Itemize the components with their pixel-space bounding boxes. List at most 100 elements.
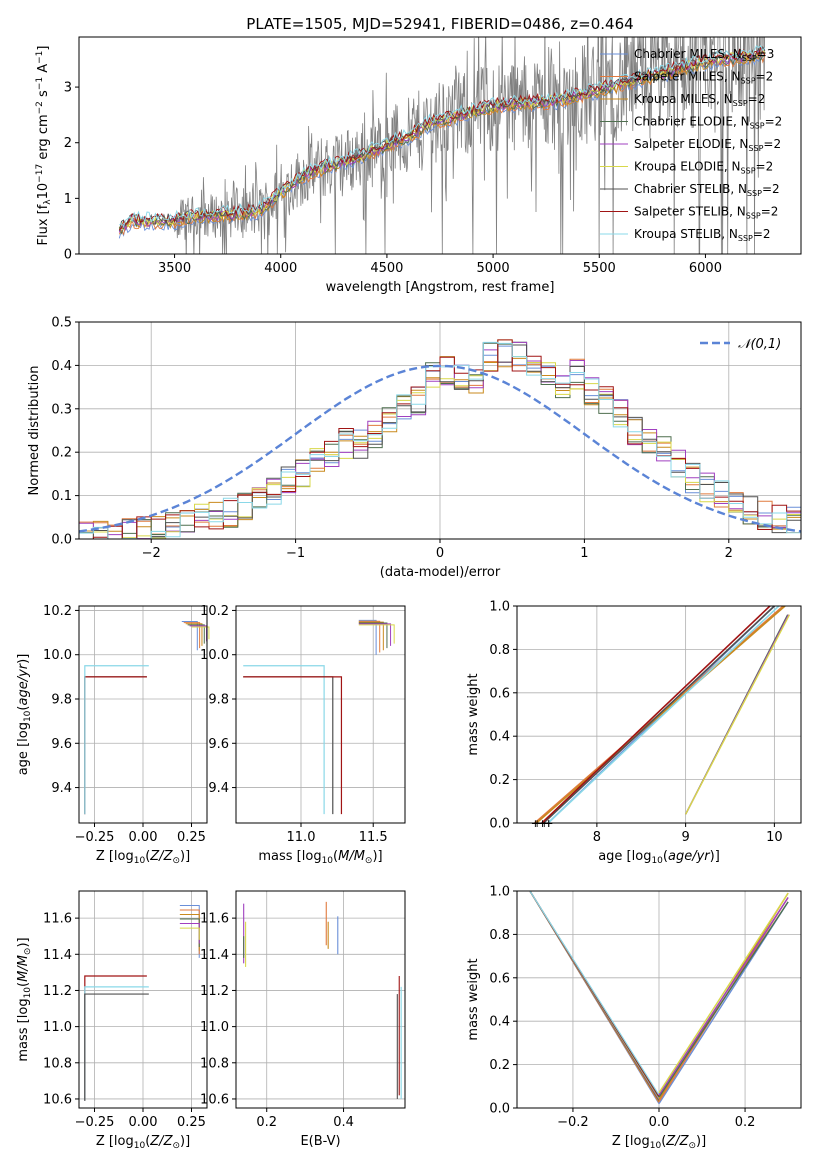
x-tick-label: −0.2 [557, 1115, 589, 1130]
axes-frame [235, 605, 406, 824]
model-line [119, 45, 766, 228]
x-axis-label: mass [log10(M/M⊙)] [258, 849, 382, 866]
grid-layer [79, 321, 801, 1109]
error-bar [185, 623, 203, 646]
x-tick-label: 5500 [583, 261, 616, 276]
x-tick-label: 10 [766, 830, 783, 845]
y-tick-label: 3 [64, 81, 72, 96]
model-line [119, 45, 766, 231]
x-tick-label: 9 [681, 830, 689, 845]
legend-label: Salpeter MILES, NSSP=2 [634, 70, 773, 86]
y-tick-label: 9.8 [51, 693, 72, 708]
y-tick-label: 0 [64, 248, 72, 263]
legend-label: Kroupa ELODIE, NSSP=2 [634, 160, 773, 176]
x-axis-label: age [log10(age/yr)] [598, 849, 720, 866]
y-tick-label: 0.0 [51, 533, 72, 548]
error-bar [187, 624, 205, 644]
x-tick-label: −2 [142, 546, 161, 561]
y-tick-label: 0.4 [489, 1015, 510, 1030]
axes-frame [78, 36, 802, 255]
y-tick-label: 0.2 [51, 446, 72, 461]
error-bar [179, 914, 200, 951]
error-bar [243, 676, 343, 815]
x-tick-label: 0.4 [333, 1115, 354, 1130]
cdf-line [543, 605, 775, 824]
x-tick-label: 5000 [477, 261, 510, 276]
y-axis-label: mass [log10(M/M⊙)] [16, 937, 33, 1061]
error-bar [84, 665, 149, 815]
x-tick-label: 6000 [689, 261, 722, 276]
y-tick-label: 0.2 [489, 773, 510, 788]
error-bar [181, 621, 198, 651]
y-tick-label: 10.0 [200, 648, 229, 663]
x-tick-label: 0.25 [177, 830, 206, 845]
y-tick-label: 0.2 [489, 1058, 510, 1073]
y-tick-label: 10.6 [200, 1092, 229, 1107]
y-tick-label: 0.8 [489, 643, 510, 658]
axes-layer [75, 36, 802, 1112]
x-tick-label: 11.5 [359, 830, 388, 845]
y-tick-label: 1.0 [489, 600, 510, 615]
error-bar [179, 904, 200, 958]
y-tick-label: 11.6 [43, 912, 72, 927]
y-tick-label: 0.4 [51, 359, 72, 374]
legend-label: Salpeter STELIB, NSSP=2 [634, 205, 778, 221]
histogram-step [79, 342, 801, 540]
x-tick-label: 0.0 [649, 1115, 670, 1130]
x-tick-label: 2 [725, 546, 733, 561]
x-tick-label: 11.0 [287, 830, 316, 845]
y-axis-label: age [log10(age/yr)] [16, 654, 33, 776]
x-tick-label: 0.00 [129, 830, 158, 845]
error-bar [84, 993, 149, 1101]
y-tick-label: 11.6 [200, 912, 229, 927]
y-tick-label: 11.2 [200, 984, 229, 999]
x-tick-label: 3500 [158, 261, 191, 276]
error-bar [358, 619, 377, 655]
x-tick-label: −1 [286, 546, 305, 561]
error-bar [358, 622, 388, 649]
error-bar [183, 622, 201, 649]
y-tick-label: 0.5 [51, 316, 72, 331]
y-tick-label: 11.4 [200, 948, 229, 963]
x-tick-label: −0.25 [75, 830, 115, 845]
y-tick-label: 11.2 [43, 984, 72, 999]
x-tick-label: 0.2 [256, 1115, 277, 1130]
x-tick-label: 8 [593, 830, 601, 845]
y-tick-label: 11.0 [200, 1020, 229, 1035]
x-axis-label: wavelength [Angstrom, rest frame] [326, 280, 555, 295]
y-tick-label: 1.0 [489, 885, 510, 900]
error-bar [358, 621, 384, 651]
cdf-line [658, 901, 789, 1098]
y-tick-label: 10.2 [200, 604, 229, 619]
y-tick-label: 0.3 [51, 402, 72, 417]
legend-label: Salpeter ELODIE, NSSP=2 [634, 137, 781, 153]
x-tick-label: −0.25 [75, 1115, 115, 1130]
y-tick-label: 0.6 [489, 971, 510, 986]
y-tick-label: 11.0 [43, 1020, 72, 1035]
cdf-line [529, 890, 660, 1096]
y-tick-label: 0.1 [51, 489, 72, 504]
legend-label: Kroupa MILES, NSSP=2 [634, 92, 765, 108]
cdf-line [547, 605, 780, 824]
y-tick-label: 0.6 [489, 686, 510, 701]
axes-frame [235, 890, 406, 1109]
x-tick-label: 0.25 [177, 1115, 206, 1130]
x-axis-label: Z [log10(Z/Z⊙)] [96, 1134, 190, 1151]
data-layer: ++++++ [78, 37, 802, 1105]
x-axis-label: E(B-V) [300, 1134, 340, 1149]
y-tick-label: 10.0 [43, 648, 72, 663]
error-bar [191, 626, 210, 640]
error-bar [243, 676, 334, 815]
x-tick-label: 0.00 [129, 1115, 158, 1130]
y-tick-label: 10.8 [200, 1056, 229, 1071]
legend-label: Chabrier MILES, NSSP=3 [634, 47, 774, 63]
x-axis-label: Z [log10(Z/Z⊙)] [96, 849, 190, 866]
y-tick-label: 0.8 [489, 928, 510, 943]
y-axis-label: Flux [fλ10−17 erg cm−2 s−1 A−1] [35, 46, 53, 246]
cdf-line [685, 614, 791, 815]
text-layer: 3500 4000 4500 5000 5500 6000 0 1 2 3 Chabrier MIL… [16, 46, 783, 1152]
y-axis-label: mass weight [466, 958, 481, 1040]
error-bar [243, 665, 325, 815]
cdf-line [541, 605, 771, 824]
